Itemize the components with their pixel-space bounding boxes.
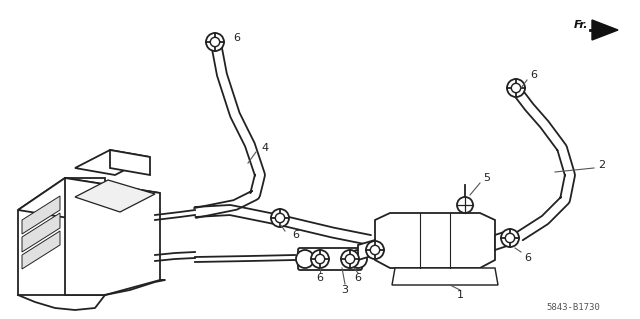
Text: 5843-B1730: 5843-B1730: [546, 302, 600, 311]
Circle shape: [371, 245, 380, 255]
Text: Fr.: Fr.: [573, 20, 588, 30]
Text: 3: 3: [342, 285, 349, 295]
Polygon shape: [495, 230, 510, 250]
Circle shape: [211, 37, 220, 47]
Text: 6: 6: [317, 273, 323, 283]
Polygon shape: [65, 178, 160, 295]
Polygon shape: [110, 150, 150, 175]
Text: 6: 6: [531, 70, 538, 80]
Circle shape: [349, 250, 367, 268]
Circle shape: [341, 250, 359, 268]
Circle shape: [346, 254, 355, 264]
Polygon shape: [375, 213, 495, 268]
Circle shape: [311, 250, 329, 268]
Text: 4: 4: [261, 143, 269, 153]
Text: 6: 6: [234, 33, 241, 43]
Circle shape: [296, 250, 314, 268]
Polygon shape: [18, 178, 105, 295]
Circle shape: [511, 83, 521, 93]
Circle shape: [366, 241, 384, 259]
Polygon shape: [592, 20, 618, 40]
Polygon shape: [22, 196, 60, 234]
Text: 6: 6: [355, 273, 362, 283]
Polygon shape: [75, 150, 150, 175]
Polygon shape: [22, 231, 60, 269]
Circle shape: [457, 197, 473, 213]
Circle shape: [316, 254, 324, 264]
Polygon shape: [18, 178, 160, 225]
Text: 1: 1: [456, 290, 463, 300]
FancyBboxPatch shape: [298, 248, 362, 270]
Polygon shape: [358, 240, 375, 260]
Polygon shape: [22, 213, 60, 252]
Circle shape: [275, 213, 285, 223]
Circle shape: [206, 33, 224, 51]
Circle shape: [507, 79, 525, 97]
Circle shape: [501, 229, 519, 247]
Polygon shape: [392, 268, 498, 285]
Text: 6: 6: [292, 230, 300, 240]
Text: 2: 2: [598, 160, 605, 170]
Polygon shape: [75, 180, 155, 212]
Text: 5: 5: [483, 173, 490, 183]
Circle shape: [506, 233, 515, 243]
Circle shape: [271, 209, 289, 227]
Text: 6: 6: [525, 253, 531, 263]
